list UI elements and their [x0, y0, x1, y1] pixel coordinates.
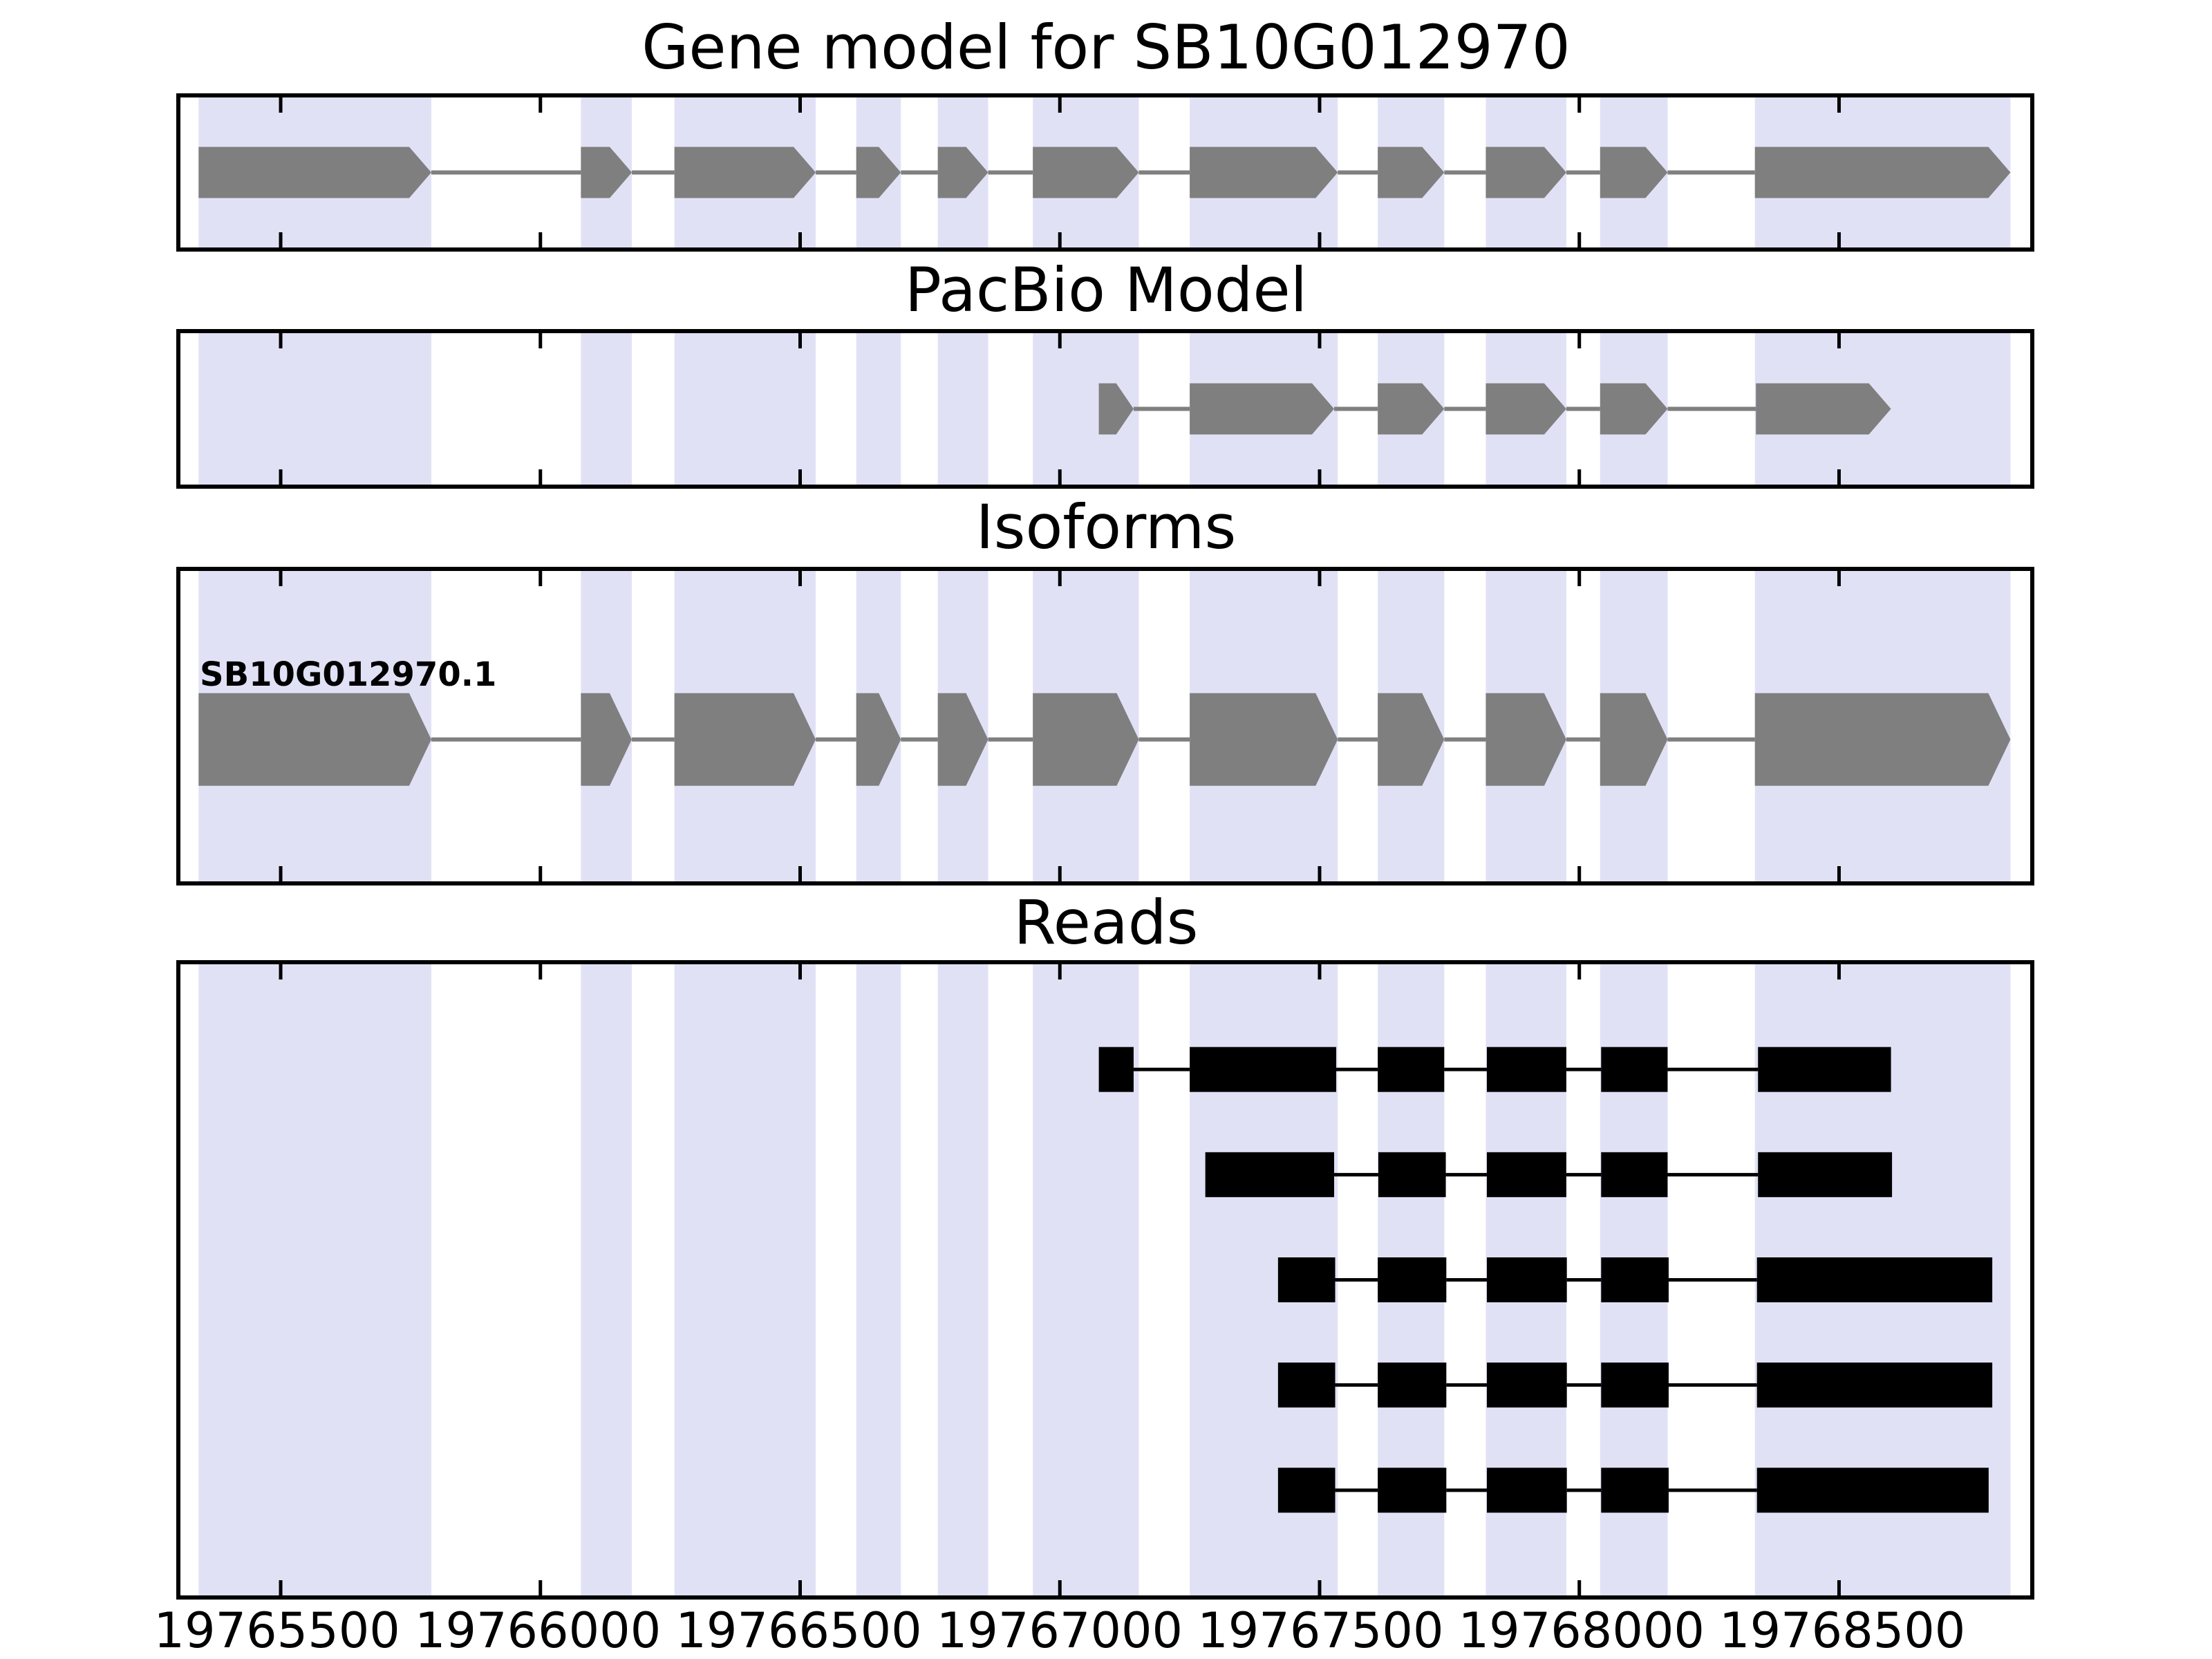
- read-exon-block: [1205, 1152, 1335, 1197]
- read-exon-block: [1098, 1047, 1134, 1092]
- read-exon-block: [1277, 1468, 1335, 1513]
- panel-isoforms: SB10G012970.1: [176, 567, 2034, 885]
- exon-arrow-block: [1190, 693, 1338, 786]
- read-exon-block: [1277, 1362, 1335, 1408]
- panel-plot-area: [198, 964, 2011, 1595]
- x-tick-label: 19768500: [1719, 1602, 1966, 1659]
- read-exon-block: [1486, 1047, 1566, 1092]
- panel-pacbio-model: [176, 329, 2034, 489]
- read-exon-block: [1486, 1362, 1567, 1408]
- read-exon-block: [1486, 1468, 1567, 1513]
- exon-arrow-block: [1485, 383, 1566, 435]
- read-exon-block: [1378, 1257, 1447, 1302]
- exon-highlight-band: [856, 333, 901, 485]
- read-exon-block: [1378, 1362, 1447, 1408]
- exon-arrow-block: [1378, 383, 1445, 435]
- exon-arrow-block: [937, 693, 988, 786]
- exon-arrow-block: [937, 147, 988, 198]
- read-exon-block: [1378, 1468, 1447, 1513]
- read-exon-block: [1758, 1152, 1893, 1197]
- exon-highlight-band: [856, 964, 901, 1595]
- exon-arrow-block: [674, 693, 816, 786]
- exon-arrow-block: [674, 147, 816, 198]
- exon-highlight-band: [674, 964, 816, 1595]
- read-exon-block: [1601, 1047, 1668, 1092]
- exon-arrow-block: [1485, 147, 1566, 198]
- read-exon-block: [1190, 1047, 1337, 1092]
- read-exon-block: [1601, 1468, 1669, 1513]
- exon-highlight-band: [581, 333, 632, 485]
- title-reads: Reads: [1013, 887, 1199, 958]
- x-axis-labels: 19765500 19766000 19766500 19767000 19767500…: [0, 1605, 2212, 1659]
- read-exon-block: [1756, 1257, 1993, 1302]
- x-tick-label: 19766000: [414, 1602, 662, 1659]
- panel-plot-area: [198, 571, 2011, 881]
- x-tick-label: 19768000: [1458, 1602, 1705, 1659]
- exon-arrow-block: [198, 147, 431, 198]
- panel-plot-area: [198, 97, 2011, 247]
- exon-arrow-block: [1098, 383, 1134, 435]
- exon-arrow-block: [1485, 693, 1566, 786]
- x-tick-label: 19767500: [1197, 1602, 1444, 1659]
- exon-highlight-band: [198, 964, 431, 1595]
- exon-arrow-block: [856, 693, 901, 786]
- panel-gene-model: [176, 93, 2034, 252]
- exon-arrow-block: [1033, 693, 1139, 786]
- exon-arrow-block: [1190, 147, 1338, 198]
- exon-arrow-block: [1600, 147, 1668, 198]
- exon-arrow-block: [856, 147, 901, 198]
- exon-highlight-band: [674, 333, 816, 485]
- title-gene-model: Gene model for SB10G012970: [641, 12, 1571, 83]
- read-exon-block: [1756, 1468, 1989, 1513]
- exon-arrow-block: [581, 693, 632, 786]
- read-exon-block: [1758, 1047, 1891, 1092]
- exon-arrow-block: [1600, 383, 1668, 435]
- exon-highlight-band: [581, 964, 632, 1595]
- x-tick-label: 19765500: [153, 1602, 400, 1659]
- exon-arrow-block: [1756, 383, 1891, 435]
- exon-arrow-block: [1600, 693, 1668, 786]
- exon-arrow-block: [1190, 383, 1335, 435]
- exon-highlight-band: [937, 964, 988, 1595]
- exon-arrow-block: [581, 147, 632, 198]
- exon-arrow-block: [1754, 693, 2011, 786]
- exon-highlight-band: [198, 333, 431, 485]
- title-pacbio-model: PacBio Model: [904, 254, 1308, 326]
- x-tick-label: 19767000: [936, 1602, 1183, 1659]
- read-exon-block: [1601, 1257, 1669, 1302]
- exon-arrow-block: [198, 693, 431, 786]
- exon-arrow-block: [1378, 693, 1445, 786]
- read-exon-block: [1486, 1257, 1567, 1302]
- exon-arrow-block: [1033, 147, 1139, 198]
- exon-highlight-band: [937, 333, 988, 485]
- read-exon-block: [1378, 1047, 1445, 1092]
- read-exon-block: [1756, 1362, 1993, 1408]
- panel-reads: [176, 960, 2034, 1600]
- x-tick-label: 19766500: [675, 1602, 922, 1659]
- read-exon-block: [1378, 1152, 1446, 1197]
- title-isoforms: Isoforms: [975, 491, 1237, 563]
- exon-arrow-block: [1754, 147, 2011, 198]
- read-exon-block: [1601, 1362, 1669, 1408]
- read-exon-block: [1277, 1257, 1335, 1302]
- read-exon-block: [1601, 1152, 1668, 1197]
- panel-plot-area: [198, 333, 2011, 485]
- exon-arrow-block: [1378, 147, 1445, 198]
- isoform-label: SB10G012970.1: [200, 655, 497, 694]
- read-exon-block: [1486, 1152, 1566, 1197]
